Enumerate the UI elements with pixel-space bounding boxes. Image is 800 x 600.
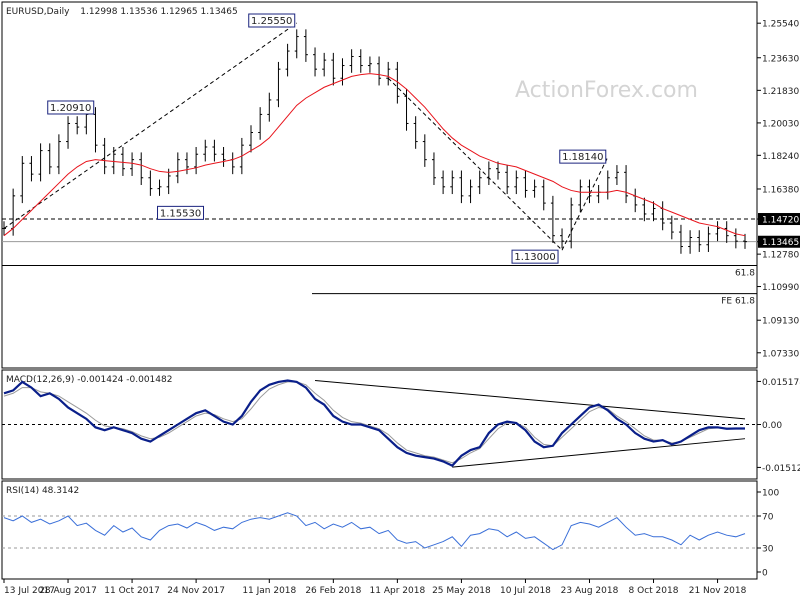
level-label-3: FE 61.8 [721, 297, 755, 307]
annotation-box-4 [511, 249, 559, 264]
price-tick-label-7: 1.13465 [762, 238, 799, 248]
chart-title: EURUSD,Daily 1.12998 1.13536 1.12965 1.1… [6, 7, 238, 17]
price-tick-label-6: 1.14720 [762, 216, 799, 226]
x-tick-label-8: 10 Jul 2018 [500, 586, 551, 596]
x-tick-label-4: 11 Jan 2018 [242, 586, 296, 596]
x-tick-label-0: 13 Jul 2017 [4, 586, 55, 596]
price-trendline-0 [3, 22, 298, 229]
macd-trendline-0 [314, 380, 746, 420]
price-tick-label-2: 1.21830 [762, 87, 799, 97]
price-tick-label-0: 1.25540 [762, 20, 799, 30]
x-tick-label-5: 26 Feb 2018 [305, 586, 361, 596]
x-tick-label-11: 21 Nov 2018 [689, 586, 747, 596]
price-series [2, 29, 747, 254]
macd-tick-label-1: 0.00 [762, 421, 782, 431]
price-levels: 61.8 FE 61.8 [2, 218, 757, 307]
watermark: ActionForex.com [515, 78, 698, 103]
price-tick-label-11: 1.07330 [762, 349, 799, 359]
price-tick-label-9: 1.10990 [762, 283, 799, 293]
annotation-label-3: 1.15530 [160, 208, 201, 219]
price-tick-highlight-7 [758, 235, 800, 248]
rsi-title: RSI(14) 48.3142 [6, 486, 79, 496]
ohlc-values: 1.12998 1.13536 1.12965 1.13465 [80, 7, 237, 17]
rsi-series [3, 512, 746, 551]
x-tick-label-2: 11 Oct 2017 [104, 586, 160, 596]
x-tick-label-10: 8 Oct 2018 [629, 586, 679, 596]
macd-trendlines [314, 380, 746, 468]
x-tick-label-1: 28 Aug 2017 [39, 586, 97, 596]
x-tick-label-7: 25 May 2018 [432, 586, 491, 596]
rsi-tick-label-1: 70 [762, 513, 774, 523]
price-pane-frame [1, 1, 758, 369]
symbol-timeframe: EURUSD,Daily [6, 7, 70, 17]
rsi-tick-label-0: 100 [762, 489, 779, 499]
rsi-tick-label-2: 30 [762, 545, 774, 555]
annotation-box-2 [559, 149, 607, 164]
x-tick-label-6: 11 Apr 2018 [370, 586, 426, 596]
price-trendlines [3, 22, 609, 251]
macd-y-axis: 0.015178 0.00 -0.015126 [757, 378, 800, 474]
annotation-box-3 [157, 205, 205, 220]
moving-average-line [3, 73, 746, 237]
annotation-label-1: 1.20910 [50, 103, 91, 114]
macd-trendline-1 [452, 438, 746, 468]
rsi-line [3, 512, 746, 551]
price-tick-label-1: 1.23630 [762, 54, 799, 64]
price-annotations: 1.25550 1.20910 1.18140 1.15530 1.13000 [47, 13, 607, 264]
x-tick-label-9: 23 Aug 2018 [561, 586, 619, 596]
price-tick-label-3: 1.20030 [762, 119, 799, 129]
price-tick-label-4: 1.18240 [762, 152, 799, 162]
price-tick-highlight-6 [758, 213, 800, 226]
x-tick-label-3: 24 Nov 2017 [167, 586, 225, 596]
annotation-box-1 [47, 100, 95, 115]
price-tick-label-5: 1.16380 [762, 185, 799, 195]
level-label-2: 61.8 [735, 269, 755, 279]
annotation-label-0: 1.25550 [251, 16, 292, 27]
price-trendline-1 [387, 77, 563, 251]
rsi-pane-frame [1, 480, 758, 580]
price-y-axis: 1.25540 1.23630 1.21830 1.20030 1.18240 1.163… [757, 20, 800, 359]
price-trendline-2 [561, 156, 609, 251]
annotation-label-4: 1.13000 [514, 252, 555, 263]
price-tick-label-10: 1.09130 [762, 317, 799, 327]
macd-tick-label-0: 0.015178 [762, 378, 800, 388]
annotation-label-2: 1.18140 [562, 152, 603, 163]
macd-signal-line [3, 381, 746, 464]
macd-title: MACD(12,26,9) -0.001424 -0.001482 [6, 375, 172, 385]
macd-line [3, 379, 745, 467]
price-tick-label-8: 1.12780 [762, 251, 799, 261]
annotation-box-0 [248, 13, 296, 28]
macd-series [3, 379, 746, 467]
rsi-y-axis: 100 70 30 0 [757, 489, 779, 579]
rsi-levels [2, 515, 757, 549]
macd-tick-label-2: -0.015126 [762, 464, 800, 474]
rsi-tick-label-3: 0 [762, 569, 768, 579]
